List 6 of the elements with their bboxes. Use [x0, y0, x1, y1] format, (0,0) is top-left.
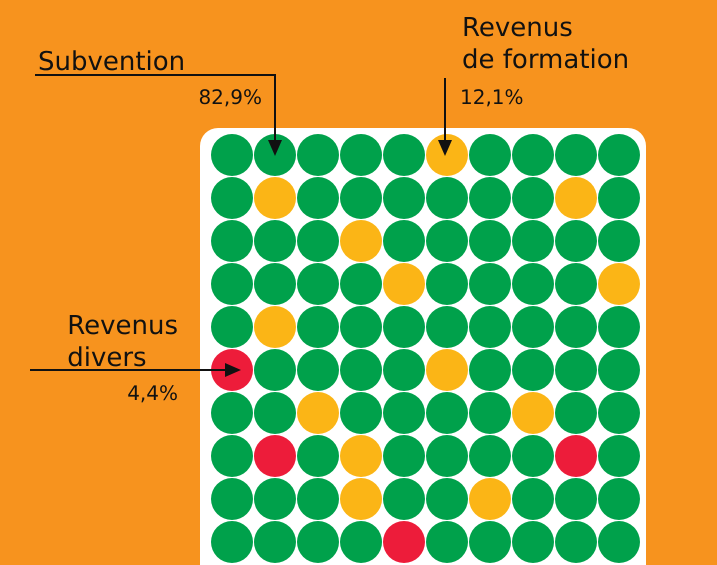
data-label: 12,1%	[460, 85, 524, 109]
category-label: Subvention	[38, 47, 186, 77]
data-label: 4,4%	[127, 381, 178, 405]
category-label: Revenus de formation	[462, 13, 630, 75]
category-label: Revenus divers	[67, 311, 178, 373]
data-label: 82,9%	[198, 85, 262, 109]
